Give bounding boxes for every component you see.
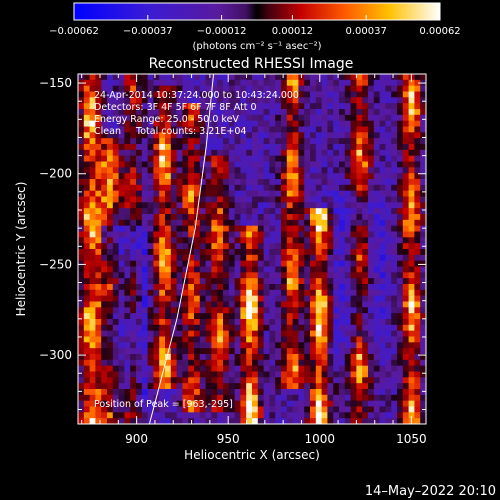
x-tick-label: 1050: [396, 432, 427, 446]
annotation-energy-range: Energy Range: 25.0 - 50.0 keV: [94, 114, 239, 125]
colorbar-tick-label: 0.00012: [272, 26, 313, 37]
y-tick-label: −200: [39, 167, 72, 181]
y-axis: −150 −200 −250 −300: [39, 76, 426, 410]
x-tick-label: 950: [217, 432, 240, 446]
colorbar-tick-label: 0.00062: [419, 26, 460, 37]
y-tick-label: −150: [39, 76, 72, 90]
y-axis-label: Heliocentric Y (arcsec): [14, 182, 28, 317]
colorbar: [73, 2, 441, 21]
colorbar-tick-label: −0.00012: [197, 26, 247, 37]
x-axis: 900 950 1000 1050: [81, 74, 427, 446]
observation-annotations: 24-Apr-2014 10:37:24.000 to 10:43:24.000…: [94, 90, 299, 137]
x-tick-label: 1000: [304, 432, 335, 446]
annotation-detectors: Detectors: 3F 4F 5F 6F 7F 8F Att 0: [94, 102, 257, 113]
heatmap-image: [78, 74, 426, 424]
footer-date: 14–May–2022 20:10: [365, 484, 496, 499]
y-tick-label: −250: [39, 257, 72, 271]
solar-limb-arc: [148, 74, 215, 424]
peak-position-label: Position of Peak = [963,-295]: [94, 399, 233, 410]
colorbar-tick-label: −0.00037: [123, 26, 173, 37]
annotation-clean-counts: Clean Total counts: 3.21E+04: [94, 126, 246, 137]
plot-frame: [77, 73, 427, 425]
chart-title: Reconstructed RHESSI Image: [149, 56, 354, 72]
colorbar-tick-label: −0.00062: [49, 26, 99, 37]
y-tick-label: −300: [39, 348, 72, 362]
colorbar-unit-label: (photons cm⁻² s⁻¹ asec⁻²): [192, 41, 321, 52]
colorbar-ticks: −0.00062 −0.00037 −0.00012 0.00012 0.00037 0.…: [49, 15, 461, 37]
annotation-time-range: 24-Apr-2014 10:37:24.000 to 10:43:24.000: [94, 90, 299, 101]
colorbar-tick-label: 0.00037: [346, 26, 387, 37]
x-axis-label: Heliocentric X (arcsec): [184, 448, 320, 462]
x-tick-label: 900: [125, 432, 148, 446]
